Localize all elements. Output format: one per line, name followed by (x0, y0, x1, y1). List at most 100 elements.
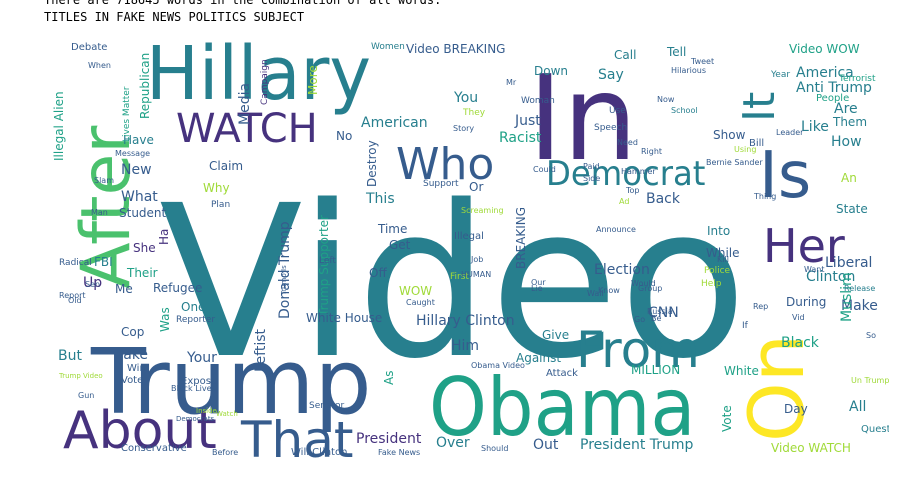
cloud-word: America (796, 65, 854, 81)
cloud-word: American (361, 115, 428, 131)
cloud-word: How (831, 134, 862, 150)
cloud-word: Old (68, 296, 82, 305)
cloud-word: Video BREAKING (406, 42, 505, 56)
cloud-word: Campaign (260, 59, 270, 105)
cloud-word: Student (119, 206, 167, 220)
cloud-word: Police (704, 266, 731, 276)
cloud-word: Plan (211, 200, 230, 210)
cloud-word: Republican (138, 53, 152, 119)
cloud-word: Donald Trump (277, 221, 293, 319)
cloud-word: More (306, 65, 320, 95)
cloud-word: Illegal Alien (52, 91, 66, 161)
cloud-word: Liberal (825, 255, 872, 271)
cloud-word: Her (763, 219, 845, 273)
cloud-word: If (742, 321, 749, 331)
cloud-word: Go (634, 315, 645, 324)
cloud-word: It (734, 92, 785, 122)
cloud-word: Clinton (806, 269, 855, 285)
cloud-word: School (671, 106, 698, 115)
cloud-word: WATCH (176, 106, 318, 152)
cloud-word: Your (186, 350, 217, 366)
cloud-word: Vote (720, 405, 734, 432)
cloud-word: BREAKING (514, 207, 528, 269)
cloud-word: As (382, 371, 396, 385)
cloud-word: People (816, 93, 849, 104)
cloud-word: Day (784, 402, 808, 416)
cloud-word: Kill (717, 255, 729, 264)
output-line-cloud-title: TITLES IN FAKE NEWS POLITICS SUBJECT (44, 10, 305, 24)
cloud-word: Back (646, 191, 681, 207)
cloud-word: Russia (647, 307, 673, 316)
cloud-word: Have (123, 133, 154, 147)
cloud-word: Illegal (454, 231, 484, 242)
cloud-word: Claim (209, 159, 243, 173)
cloud-word: Trump Is (280, 265, 288, 296)
cloud-word: Out (533, 437, 559, 453)
cloud-word: Destroy (365, 140, 379, 187)
cloud-word: Help (701, 279, 722, 289)
cloud-word: Give (542, 328, 569, 342)
cloud-word: Attack (546, 368, 578, 379)
cloud-word: Ad (619, 197, 629, 206)
cloud-word: Caught (406, 298, 435, 307)
cloud-word: In (528, 49, 638, 187)
cloud-word: Sen (85, 280, 100, 289)
cloud-word: Down (534, 64, 568, 78)
cloud-word: Left (319, 256, 336, 266)
cloud-word: Expose (181, 376, 217, 387)
cloud-word: Hammer (621, 167, 656, 176)
cloud-word: Hillary Clinton (416, 313, 515, 329)
cloud-word: She (133, 241, 156, 255)
cloud-word: Off (369, 266, 387, 280)
cloud-word: Thing (753, 192, 776, 201)
cloud-word: Report (59, 291, 86, 300)
cloud-word: Media (237, 83, 253, 125)
cloud-word: About (63, 401, 217, 461)
cloud-word: When (88, 61, 111, 70)
cloud-word: Anti Trump (796, 80, 872, 96)
cloud-word: Obama Video (471, 361, 525, 370)
cloud-word: Before (212, 448, 238, 457)
cloud-word: Slam (94, 176, 114, 185)
cloud-word: That (240, 411, 353, 466)
cloud-word: Their (126, 266, 158, 280)
cloud-word: Call (614, 48, 636, 62)
cloud-word: Now (657, 95, 675, 104)
cloud-word: Use (609, 106, 626, 116)
cloud-word: Take (116, 347, 148, 363)
cloud-word: Bill (749, 138, 764, 149)
cloud-word: Message (115, 149, 150, 158)
cloud-word: Video WATCH (771, 441, 851, 455)
cloud-word: Black (781, 335, 820, 351)
cloud-word: An (841, 171, 857, 185)
cloud-word: Obama (429, 362, 696, 455)
cloud-word: President (356, 431, 422, 447)
cloud-word: Say (598, 67, 624, 83)
cloud-word: Muslim (839, 272, 855, 322)
cloud-word: During (786, 295, 826, 309)
cloud-word: Them (832, 115, 867, 129)
cloud-word: State (836, 202, 868, 216)
cloud-word: From (576, 321, 700, 379)
cloud-word: Gun (78, 391, 94, 400)
cloud-word: Want (804, 265, 825, 274)
cloud-word: Story (453, 124, 474, 133)
cloud-word: Cop (121, 325, 144, 339)
cloud-word: Know (598, 286, 620, 295)
cloud-word: Radical (59, 258, 92, 268)
cloud-word: Win (127, 363, 146, 374)
cloud-word: Bernie Sander (706, 158, 763, 167)
cloud-word: Video (159, 160, 747, 405)
cloud-word: Woman (521, 96, 555, 106)
cloud-word: Paid (583, 162, 600, 171)
cloud-word: Lie (531, 284, 543, 293)
cloud-word: Release (844, 284, 875, 293)
cloud-word: Black Lives (171, 384, 216, 393)
cloud-word: One (181, 300, 205, 314)
cloud-word: WOW (399, 284, 432, 298)
cloud-word: Racist (499, 130, 542, 146)
cloud-word: Is (759, 139, 811, 213)
cloud-word: Would (631, 279, 656, 288)
cloud-word: Hilarious (671, 66, 706, 75)
cloud-word: Reporter (176, 315, 215, 325)
